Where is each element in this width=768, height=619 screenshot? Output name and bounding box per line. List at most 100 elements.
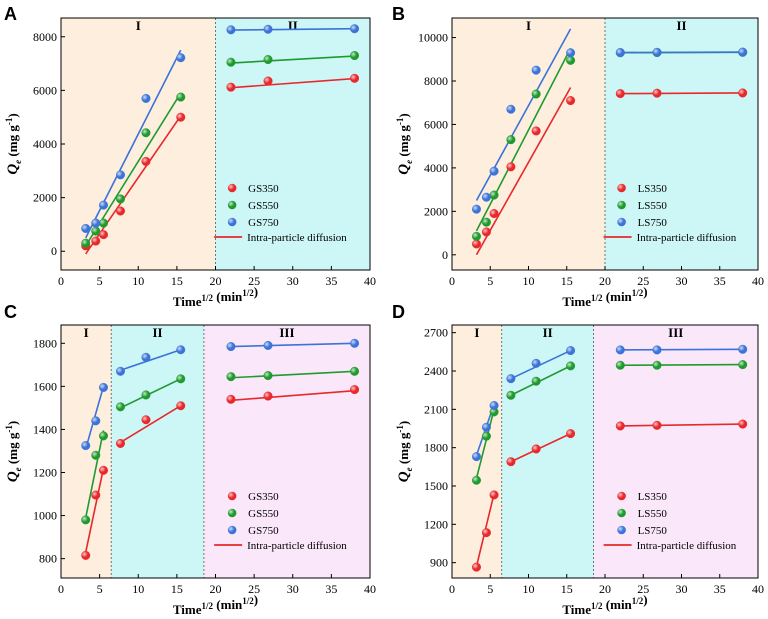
legend-marker-ls550 bbox=[617, 508, 626, 518]
x-tick-label: 15 bbox=[561, 274, 573, 288]
data-point-gs350 bbox=[115, 206, 125, 216]
y-axis-title: Qe (mg g-1) bbox=[4, 421, 23, 482]
x-tick-label: 25 bbox=[248, 582, 260, 596]
fit-line-gs750 bbox=[230, 342, 355, 348]
fit-line-ls750 bbox=[620, 348, 743, 351]
data-point-gs550 bbox=[115, 402, 125, 412]
legend-marker-gs750 bbox=[227, 217, 237, 227]
data-point-gs550 bbox=[226, 372, 236, 382]
axis-superscript: 1/2 bbox=[242, 288, 254, 298]
data-point-gs750 bbox=[98, 382, 108, 392]
axis-text: ) bbox=[5, 421, 20, 425]
fit-line-gs550 bbox=[120, 378, 182, 409]
data-point-gs550 bbox=[226, 57, 236, 67]
region-i-band bbox=[61, 325, 112, 578]
data-point-ls750 bbox=[471, 452, 481, 462]
legend-label-ls550: LS550 bbox=[638, 200, 668, 212]
legend-label-ls750: LS750 bbox=[638, 525, 668, 537]
axis-text: e bbox=[404, 160, 414, 164]
data-point-gs350 bbox=[176, 401, 186, 411]
data-point-ls550 bbox=[566, 55, 576, 65]
x-tick-label: 25 bbox=[637, 274, 649, 288]
data-point-ls550 bbox=[506, 390, 516, 400]
legend-marker-ls350 bbox=[617, 183, 626, 193]
axis-text: ) bbox=[643, 284, 647, 299]
x-tick-label: 30 bbox=[676, 274, 688, 288]
data-point-ls350 bbox=[471, 239, 481, 249]
data-point-gs750 bbox=[176, 345, 186, 355]
x-tick-label: 40 bbox=[752, 274, 764, 288]
x-tick-label: 25 bbox=[248, 274, 260, 288]
legend-marker-gs550 bbox=[227, 200, 237, 210]
region-ii-band bbox=[501, 325, 594, 578]
y-tick-label: 8000 bbox=[424, 74, 448, 88]
x-tick-label: 5 bbox=[97, 274, 103, 288]
legend-label-ls350: LS350 bbox=[638, 491, 668, 503]
y-tick-label: 1800 bbox=[33, 336, 57, 350]
data-point-ls750 bbox=[652, 345, 662, 355]
axis-text: ) bbox=[254, 592, 258, 607]
data-point-gs750 bbox=[141, 352, 151, 362]
legend-label-ls550: LS550 bbox=[638, 508, 668, 520]
legend-label-gs550: GS550 bbox=[248, 508, 279, 520]
fit-line-ls350 bbox=[620, 423, 743, 427]
data-point-ls750 bbox=[481, 422, 491, 432]
fit-line-ls350 bbox=[475, 87, 572, 256]
data-point-ls350 bbox=[489, 209, 499, 219]
x-tick-label: 35 bbox=[714, 274, 726, 288]
x-tick-label: 0 bbox=[58, 582, 64, 596]
y-axis-title: Qe (mg g-1) bbox=[395, 421, 414, 482]
axis-superscript: 1/2 bbox=[202, 293, 214, 303]
x-axis-title: Time1/2 (min1/2) bbox=[173, 592, 258, 617]
axis-text: -1 bbox=[395, 117, 405, 125]
y-tick-label: 0 bbox=[51, 244, 57, 258]
region-label: II bbox=[543, 325, 553, 340]
legend-fit-label: Intra-particle diffusion bbox=[637, 232, 737, 244]
data-point-ls550 bbox=[489, 190, 499, 200]
data-point-ls750 bbox=[471, 204, 481, 214]
axis-text: Q bbox=[396, 471, 412, 482]
data-point-gs750 bbox=[226, 342, 236, 352]
data-point-gs350 bbox=[141, 156, 151, 166]
data-point-gs350 bbox=[81, 550, 91, 560]
x-axis-title: Time1/2 (min1/2) bbox=[173, 284, 258, 309]
x-tick-label: 15 bbox=[171, 274, 183, 288]
data-point-ls550 bbox=[566, 361, 576, 371]
y-tick-label: 4000 bbox=[424, 161, 448, 175]
data-point-ls750 bbox=[615, 48, 625, 58]
fit-line-gs550 bbox=[230, 55, 355, 64]
y-tick-label: 4000 bbox=[33, 137, 57, 151]
data-point-ls750 bbox=[506, 104, 516, 114]
data-point-gs550 bbox=[91, 226, 101, 236]
data-point-ls550 bbox=[738, 360, 748, 370]
data-point-ls550 bbox=[615, 360, 625, 370]
data-point-ls350 bbox=[566, 96, 576, 106]
x-tick-label: 10 bbox=[132, 582, 144, 596]
axis-text: Q bbox=[396, 164, 412, 175]
data-point-ls750 bbox=[652, 47, 662, 57]
panel-b: BI II0 5 10 15 20 25 30 35 4002000400060008000100… bbox=[392, 4, 764, 309]
region-label: III bbox=[279, 325, 294, 340]
data-point-gs350 bbox=[98, 230, 108, 240]
axis-superscript: 1/2 bbox=[591, 601, 603, 611]
fit-line-ls550 bbox=[510, 365, 571, 396]
legend-label-gs750: GS750 bbox=[248, 217, 279, 229]
data-point-gs550 bbox=[263, 55, 273, 65]
fit-line-ls350 bbox=[510, 432, 571, 463]
x-tick-label: 5 bbox=[97, 582, 103, 596]
axis-text: ) bbox=[254, 284, 258, 299]
legend-label-gs350: GS350 bbox=[248, 183, 279, 195]
region-iii-band bbox=[203, 325, 370, 578]
data-point-ls350 bbox=[531, 126, 541, 136]
data-point-gs350 bbox=[91, 490, 101, 500]
x-tick-label: 40 bbox=[364, 274, 376, 288]
y-tick-label: 1200 bbox=[33, 465, 57, 479]
fit-line-ls550 bbox=[475, 48, 572, 232]
x-tick-label: 30 bbox=[676, 582, 688, 596]
data-point-ls350 bbox=[489, 490, 499, 500]
fit-line-gs750 bbox=[230, 27, 355, 31]
x-tick-label: 15 bbox=[561, 582, 573, 596]
region-label: I bbox=[526, 18, 531, 33]
